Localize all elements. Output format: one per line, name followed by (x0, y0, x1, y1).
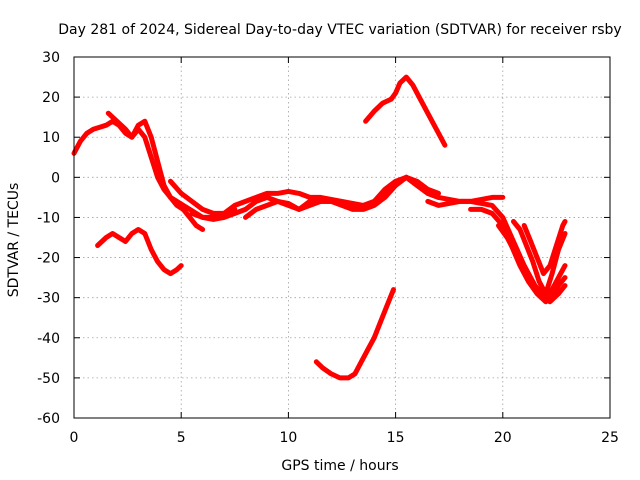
y-tick-label: -10 (37, 210, 60, 226)
y-tick-label: 20 (42, 90, 60, 106)
series-line-arc-6 (243, 174, 506, 220)
series-line-arc-13 (496, 223, 568, 305)
y-tick-label: -40 (37, 331, 60, 347)
y-tick-label: 0 (51, 170, 60, 186)
x-axis-label: GPS time / hours (281, 458, 398, 474)
y-tick-label: -20 (37, 251, 60, 267)
series-line-arc-2 (105, 110, 206, 232)
axis-ticks: 0 5 10 15 20 25 -60 -50 -40 -30 -20 -10 0 10 20 30 (37, 50, 619, 446)
x-tick-label: 0 (70, 430, 79, 446)
series-line-arc-3 (95, 227, 184, 277)
x-tick-label: 5 (177, 430, 186, 446)
chart-title: Day 281 of 2024, Sidereal Day-to-day VTE… (58, 22, 621, 38)
series-line-arc-4 (168, 174, 441, 216)
series-line-arc-1 (71, 118, 238, 220)
series-line-arc-9 (425, 198, 568, 301)
x-tick-label: 25 (601, 430, 619, 446)
y-tick-label: -30 (37, 291, 60, 307)
y-tick-label: -50 (37, 371, 60, 387)
series-line-arc-7 (363, 74, 448, 148)
series-layer (71, 74, 568, 381)
x-tick-label: 20 (494, 430, 512, 446)
y-tick-label: 30 (42, 50, 60, 66)
y-tick-label: 10 (42, 130, 60, 146)
y-axis-label: SDTVAR / TECUs (6, 183, 22, 298)
x-tick-label: 15 (387, 430, 405, 446)
x-tick-label: 10 (279, 430, 297, 446)
series-line-arc-11 (511, 219, 568, 297)
series-line-arc-8 (313, 287, 396, 381)
series-line-arc-12 (521, 219, 568, 277)
plot-frame (73, 56, 611, 419)
y-tick-label: -60 (37, 411, 60, 427)
